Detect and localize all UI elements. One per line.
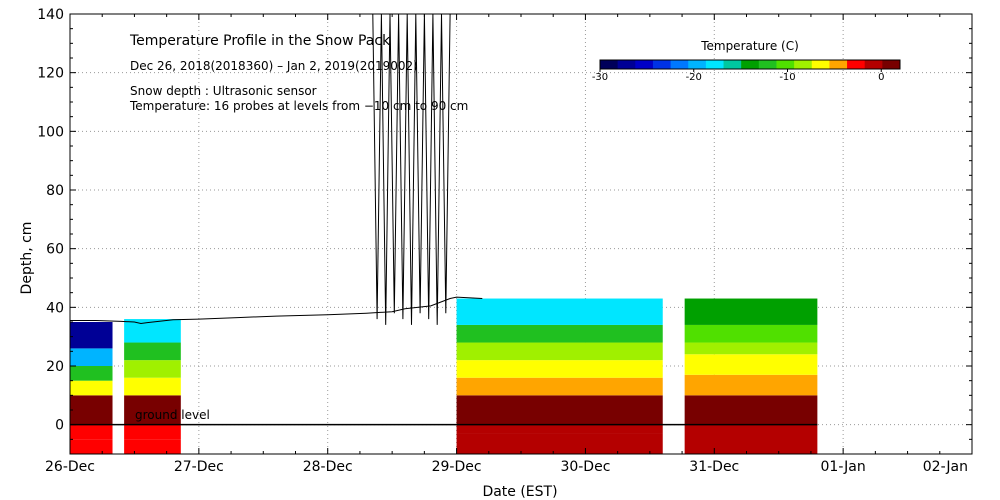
colorbar-swatch xyxy=(847,60,866,69)
y-tick-label: 80 xyxy=(46,183,64,199)
colorbar-swatch xyxy=(864,60,883,69)
colorbar-swatch xyxy=(617,60,636,69)
x-tick-label: 29-Dec xyxy=(432,459,482,475)
colorbar-swatch xyxy=(882,60,901,69)
colorbar-frame xyxy=(599,59,901,70)
grid-lines xyxy=(70,14,972,454)
y-axis-label: Depth, cm xyxy=(19,222,35,295)
heatmap-cell xyxy=(456,360,663,378)
colorbar-swatch xyxy=(688,60,707,69)
heatmap-cell xyxy=(456,342,663,361)
colorbar-title: Temperature (C) xyxy=(700,39,799,53)
heatmap-cell xyxy=(124,395,181,425)
colorbar-swatch xyxy=(635,60,654,69)
heatmap-cell xyxy=(124,360,181,378)
heatmap-cell xyxy=(124,439,181,454)
heatmap-cell xyxy=(70,424,113,440)
heatmap-cell xyxy=(124,377,181,396)
y-tick-label: 140 xyxy=(37,7,64,23)
segment-3 xyxy=(456,298,663,454)
y-tick-label: 0 xyxy=(55,418,64,434)
x-tick-label: 26-Dec xyxy=(45,459,95,475)
y-tick-label: 60 xyxy=(46,242,64,258)
y-tick-label: 100 xyxy=(37,124,64,140)
heatmap-cell xyxy=(456,433,663,454)
heatmap-cell xyxy=(456,424,663,434)
heatmap-cell xyxy=(456,377,663,396)
heatmap-cell xyxy=(456,298,663,325)
y-tick-label: 40 xyxy=(46,300,64,316)
heatmap-cell xyxy=(70,322,113,349)
colorbar-swatch xyxy=(776,60,795,69)
colorbar-tick-label: -20 xyxy=(686,72,702,83)
axes: 0 20 40 60 80 100 120 140 26-Dec 27-Dec 28-Dec 29-D… xyxy=(37,7,973,475)
segment-1 xyxy=(70,322,113,454)
snow-depth-line xyxy=(70,13,818,426)
heatmap-cell xyxy=(124,342,181,361)
heatmap-cell xyxy=(70,395,113,425)
colorbar: -30 -20 -10 0 xyxy=(592,59,901,83)
heatmap-cell xyxy=(124,424,181,440)
heatmap-cell xyxy=(684,395,818,425)
colorbar-tick-label: 0 xyxy=(878,72,884,83)
heatmap-cell xyxy=(456,324,663,343)
colorbar-swatch xyxy=(794,60,813,69)
x-tick-label: 31-Dec xyxy=(689,459,739,475)
chart-subtitle: Dec 26, 2018(2018360) – Jan 2, 2019(2019… xyxy=(130,59,418,73)
heatmap-cell xyxy=(124,319,181,343)
x-tick-label: 27-Dec xyxy=(174,459,224,475)
heatmap-cell xyxy=(70,348,113,366)
heatmap-cell xyxy=(684,354,818,375)
heatmap-cells xyxy=(70,298,818,454)
snow-depth-series xyxy=(70,296,483,325)
ground-level-label: ground level xyxy=(135,408,210,422)
note-temperature: Temperature: 16 probes at levels from −1… xyxy=(129,99,468,113)
colorbar-tick-label: -10 xyxy=(779,72,795,83)
colorbar-tick-label: -30 xyxy=(592,72,608,83)
colorbar-swatch xyxy=(758,60,777,69)
segment-4 xyxy=(684,298,818,454)
y-tick-label: 120 xyxy=(37,66,64,82)
colorbar-swatch xyxy=(652,60,672,69)
heatmap-cell xyxy=(684,374,818,396)
heatmap-cell xyxy=(456,395,663,425)
colorbar-swatch xyxy=(741,60,760,69)
heatmap-cell xyxy=(70,366,113,381)
heatmap-cell xyxy=(684,424,818,454)
heatmap-cell xyxy=(684,324,818,343)
colorbar-swatch xyxy=(811,60,830,69)
heatmap-cell xyxy=(684,298,818,325)
colorbar-swatch xyxy=(705,60,725,69)
chart-title: Temperature Profile in the Snow Pack xyxy=(129,33,391,49)
colorbar-swatch xyxy=(600,60,619,69)
x-tick-label: 01-Jan xyxy=(821,459,866,475)
note-snow-depth: Snow depth : Ultrasonic sensor xyxy=(130,84,317,98)
x-axis-label: Date (EST) xyxy=(482,484,557,500)
snow-depth-spikes xyxy=(372,13,451,325)
heatmap-cell xyxy=(70,380,113,396)
x-tick-label: 02-Jan xyxy=(923,459,968,475)
heatmap-cell xyxy=(70,439,113,454)
colorbar-swatch xyxy=(829,60,848,69)
segment-2 xyxy=(124,319,181,454)
x-tick-label: 30-Dec xyxy=(560,459,610,475)
x-tick-label: 28-Dec xyxy=(303,459,353,475)
y-tick-label: 20 xyxy=(46,359,64,375)
colorbar-swatch xyxy=(723,60,742,69)
colorbar-swatch xyxy=(670,60,689,69)
heatmap-cell xyxy=(684,342,818,355)
